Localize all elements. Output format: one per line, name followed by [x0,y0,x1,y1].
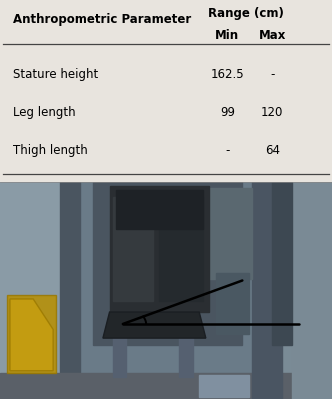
Bar [216,273,249,334]
Text: Range (cm): Range (cm) [208,7,284,20]
Text: 162.5: 162.5 [210,68,244,81]
Bar [113,334,126,377]
Bar [272,182,292,345]
Text: 64: 64 [265,144,280,157]
Bar [80,182,262,377]
Bar [113,197,153,301]
Bar [0,373,332,399]
Text: -: - [270,68,275,81]
Bar [116,190,203,229]
Bar [292,182,332,399]
Bar [110,186,209,312]
Bar [179,334,193,377]
Text: Leg length: Leg length [13,106,76,119]
Text: Stature height: Stature height [13,68,99,81]
Text: Min: Min [215,29,239,42]
Polygon shape [10,299,53,371]
Text: -: - [225,144,230,157]
Bar [252,182,282,399]
Bar [209,188,252,279]
Bar [199,375,249,397]
Text: Thigh length: Thigh length [13,144,88,157]
Bar [159,197,203,301]
Bar [60,182,80,399]
Bar [0,182,73,399]
Bar [0,182,332,221]
Text: Anthropometric Parameter: Anthropometric Parameter [13,13,192,26]
Polygon shape [7,294,56,373]
Text: 99: 99 [220,106,235,119]
Text: Max: Max [259,29,286,42]
Bar [93,182,242,345]
Text: 120: 120 [261,106,284,119]
Polygon shape [103,312,206,338]
